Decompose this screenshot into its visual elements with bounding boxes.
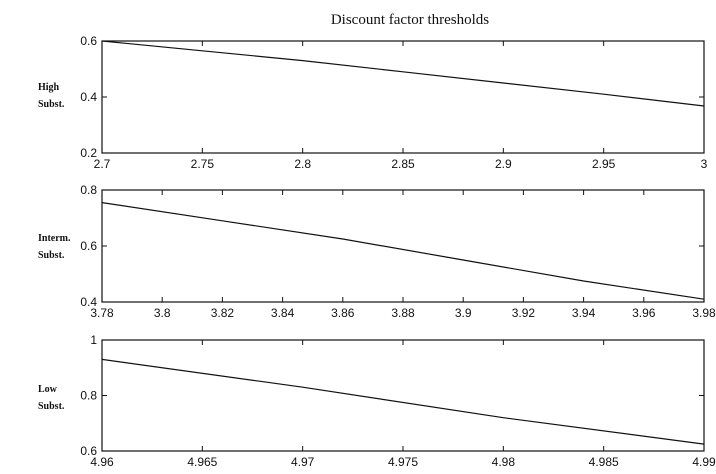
plot-frame <box>101 40 705 154</box>
series-line <box>101 40 705 107</box>
x-tick-label: 3.84 <box>271 306 295 320</box>
x-tick-label: 2.95 <box>592 157 616 171</box>
x-tick-label: 2.7 <box>94 157 111 171</box>
y-tick-label: 0.2 <box>80 146 97 160</box>
row-label: Low <box>38 384 58 395</box>
x-tick-label: 3.86 <box>331 306 355 320</box>
x-tick-label: 3.94 <box>572 306 596 320</box>
panels: 2.7 2.75 2.8 2.85 2.9 2.95 3 0.2 0.4 0.6 High Subst… <box>38 34 716 469</box>
x-tick-label: 3.98 <box>692 306 716 320</box>
x-tick-label: 3 <box>701 157 708 171</box>
x-tick-label: 3.82 <box>211 306 235 320</box>
row-label: Interm. <box>38 233 71 244</box>
series-line <box>101 358 705 445</box>
series-line <box>101 202 705 300</box>
x-tick-label: 3.78 <box>90 306 114 320</box>
x-tick-label: 2.85 <box>391 157 415 171</box>
x-tick-label: 3.92 <box>512 306 536 320</box>
x-tick-label: 2.75 <box>191 157 215 171</box>
x-tick-label: 4.975 <box>388 455 418 469</box>
x-tick-label: 4.97 <box>291 455 315 469</box>
y-tick-label: 0.4 <box>80 295 97 309</box>
x-tick-label: 4.99 <box>692 455 716 469</box>
row-label: Subst. <box>38 250 65 261</box>
y-tick-label: 0.6 <box>80 239 97 253</box>
panel-3: 4.96 4.965 4.97 4.975 4.98 4.985 4.99 0.6 0.8 1 Lo… <box>38 333 716 469</box>
row-label: Subst. <box>38 401 65 412</box>
y-tick-label: 0.6 <box>80 444 97 458</box>
x-tick-label: 3.96 <box>632 306 656 320</box>
panel-1: 2.7 2.75 2.8 2.85 2.9 2.95 3 0.2 0.4 0.6 High Subst… <box>38 34 708 171</box>
x-tick-label: 3.9 <box>455 306 472 320</box>
x-tick-label: 3.88 <box>391 306 415 320</box>
x-tick-label: 2.8 <box>294 157 311 171</box>
row-label: High <box>38 82 60 93</box>
x-tick-label: 2.9 <box>495 157 512 171</box>
y-tick-label: 0.4 <box>80 90 97 104</box>
x-tick-label: 4.98 <box>492 455 516 469</box>
panel-2: 3.78 3.8 3.82 3.84 3.86 3.88 3.9 3.92 3.94 3.96 3.… <box>38 183 716 320</box>
y-tick-label: 0.8 <box>80 183 97 197</box>
y-tick-label: 0.6 <box>80 34 97 48</box>
y-tick-label: 0.8 <box>80 389 97 403</box>
x-tick-label: 4.965 <box>187 455 217 469</box>
y-tick-label: 1 <box>90 333 97 347</box>
x-tick-label: 4.96 <box>90 455 114 469</box>
row-label: Subst. <box>38 99 65 110</box>
x-tick-label: 4.985 <box>589 455 619 469</box>
chart-title: Discount factor thresholds <box>331 12 489 28</box>
plot-frame <box>101 339 705 452</box>
x-tick-label: 3.8 <box>154 306 171 320</box>
